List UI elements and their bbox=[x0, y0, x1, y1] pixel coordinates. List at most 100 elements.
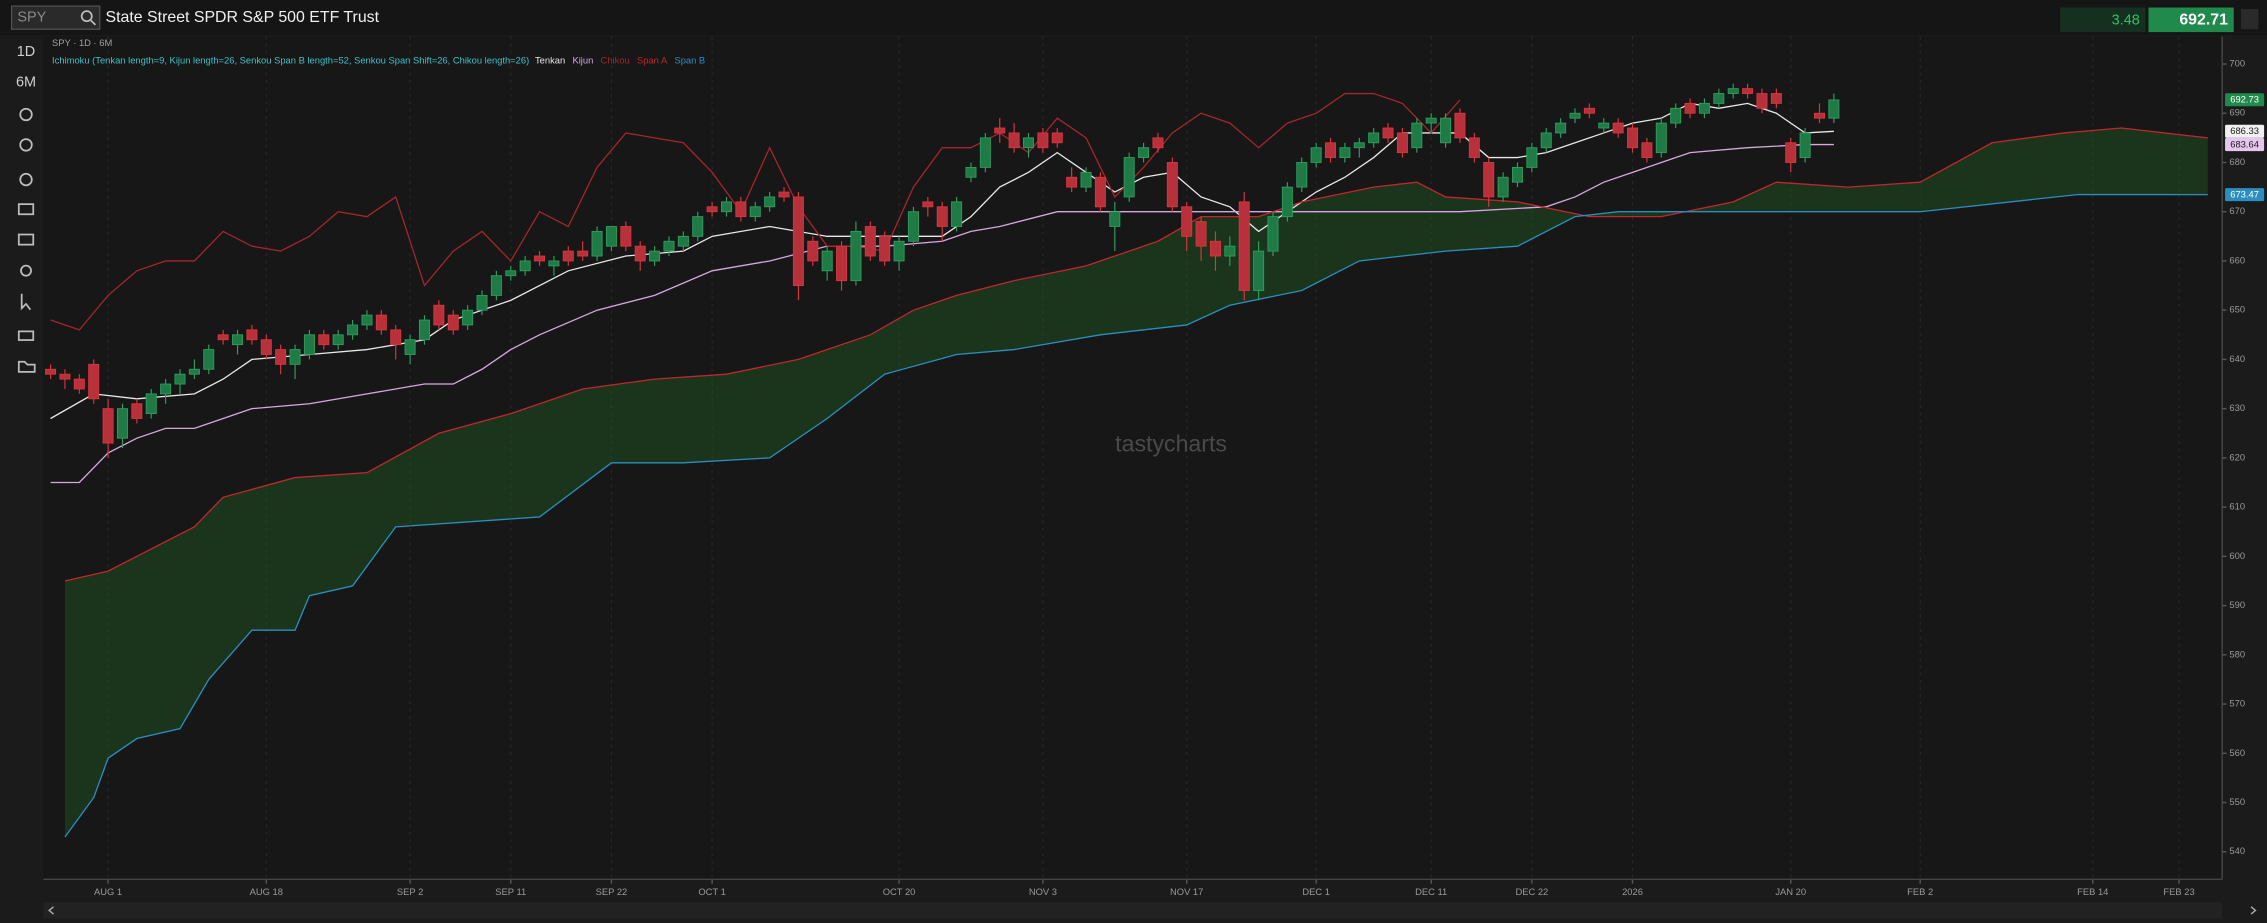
x-tick-label: FEB 14 bbox=[2077, 886, 2108, 897]
candle-body bbox=[821, 250, 833, 272]
candle-body bbox=[649, 250, 661, 262]
candle-body bbox=[778, 191, 790, 198]
candle-body bbox=[1511, 166, 1523, 183]
candle-body bbox=[534, 255, 546, 262]
candle-body bbox=[476, 294, 488, 311]
candle-body bbox=[620, 226, 632, 247]
price-label-box bbox=[2225, 93, 2265, 107]
search-icon-handle bbox=[89, 19, 97, 26]
line-chikou bbox=[50, 92, 1461, 331]
candle-body bbox=[922, 201, 934, 208]
legend-entry: Kijun bbox=[572, 55, 593, 66]
candle-body bbox=[447, 314, 459, 331]
chart-type-icon[interactable] bbox=[17, 233, 35, 246]
candle-body bbox=[519, 260, 531, 272]
scroll-right[interactable] bbox=[2250, 906, 2257, 915]
timeframe-button[interactable]: 1D bbox=[17, 44, 35, 60]
candle-body bbox=[1670, 107, 1682, 124]
symbol-input[interactable] bbox=[10, 5, 101, 30]
candle-body bbox=[1209, 240, 1221, 257]
x-tick-label: FEB 23 bbox=[2163, 886, 2194, 897]
candle-body bbox=[1238, 201, 1250, 291]
candle-body bbox=[792, 196, 804, 286]
cursor-icon[interactable] bbox=[20, 293, 32, 311]
line-span-a bbox=[64, 127, 2208, 582]
candle-body bbox=[692, 216, 704, 237]
candle-body bbox=[174, 373, 186, 385]
candle-body bbox=[850, 230, 862, 282]
candle-body bbox=[1828, 99, 1840, 119]
candle-body bbox=[1598, 122, 1610, 129]
candle-body bbox=[390, 329, 402, 346]
zoom-in-icon[interactable] bbox=[19, 107, 33, 122]
symbol-text: SPY bbox=[17, 9, 46, 25]
candle-body bbox=[1296, 162, 1308, 188]
instrument-title: State Street SPDR S&P 500 ETF Trust bbox=[106, 9, 380, 26]
candle-body bbox=[1109, 211, 1121, 227]
x-tick-label: FEB 2 bbox=[1907, 886, 1933, 897]
price-value: 692.71 bbox=[2179, 12, 2228, 29]
candle-body bbox=[361, 314, 373, 326]
candle-body bbox=[232, 334, 244, 346]
candle-body bbox=[879, 235, 891, 262]
y-tick-label: 630 bbox=[2229, 402, 2245, 413]
chart-subtitle: SPY · 1D · 6M bbox=[52, 37, 112, 48]
candle-body bbox=[1138, 147, 1150, 158]
y-tick-label: 590 bbox=[2229, 599, 2245, 610]
candle-body bbox=[1425, 117, 1437, 124]
settings-icon[interactable] bbox=[20, 264, 32, 277]
legend-entry: Chikou bbox=[601, 55, 630, 66]
candle-body bbox=[807, 240, 819, 262]
folder-icon[interactable] bbox=[17, 360, 36, 373]
candle-body bbox=[1583, 107, 1595, 114]
candle-body bbox=[217, 334, 229, 341]
candle-body bbox=[1770, 93, 1782, 104]
y-tick-label: 670 bbox=[2229, 205, 2245, 216]
y-tick-label: 540 bbox=[2229, 845, 2245, 856]
scroll-left[interactable] bbox=[48, 906, 54, 915]
template-icon[interactable] bbox=[17, 330, 35, 341]
expand-button[interactable] bbox=[2240, 8, 2259, 30]
candle-body bbox=[462, 309, 474, 326]
x-tick-label: NOV 3 bbox=[1029, 886, 1057, 897]
x-tick-label: OCT 1 bbox=[698, 886, 725, 897]
study-label: Ichimoku (Tenkan length=9, Kijun length=… bbox=[52, 55, 529, 66]
price-box bbox=[2148, 7, 2234, 33]
candle-body bbox=[1454, 112, 1466, 139]
candle-body bbox=[418, 319, 430, 341]
price-label-box bbox=[2225, 138, 2265, 152]
candle-body bbox=[979, 137, 991, 168]
candle-body bbox=[1396, 132, 1408, 154]
candle-body bbox=[59, 373, 71, 380]
drawings-icon[interactable] bbox=[17, 203, 35, 216]
studies-icon[interactable] bbox=[19, 172, 33, 187]
x-tick-label: SEP 2 bbox=[397, 886, 423, 897]
candle-body bbox=[131, 403, 143, 419]
candle-body bbox=[1037, 132, 1049, 149]
candle-body bbox=[347, 324, 359, 336]
candle-body bbox=[188, 368, 200, 375]
candle-body bbox=[735, 201, 747, 218]
candle-body bbox=[1339, 147, 1351, 158]
candle-body bbox=[88, 363, 100, 400]
candle-body bbox=[160, 383, 172, 395]
candle-body bbox=[1267, 216, 1279, 252]
candle-body bbox=[318, 334, 330, 346]
y-tick-label: 550 bbox=[2229, 796, 2245, 807]
candle-body bbox=[275, 349, 287, 365]
scrollbar[interactable] bbox=[43, 902, 2223, 919]
candle-body bbox=[1368, 132, 1380, 144]
candle-body bbox=[577, 250, 589, 257]
search-icon[interactable] bbox=[80, 10, 93, 23]
candle-body bbox=[562, 250, 574, 262]
zoom-out-icon[interactable] bbox=[19, 138, 33, 152]
candle-body bbox=[994, 127, 1006, 134]
y-tick-label: 700 bbox=[2229, 57, 2245, 68]
candle-body bbox=[1152, 137, 1164, 149]
x-tick-label: JAN 20 bbox=[1775, 886, 1806, 897]
candle-body bbox=[634, 245, 646, 262]
candle-body bbox=[663, 240, 675, 252]
candle-body bbox=[1382, 127, 1394, 139]
range-button[interactable]: 6M bbox=[16, 75, 36, 91]
